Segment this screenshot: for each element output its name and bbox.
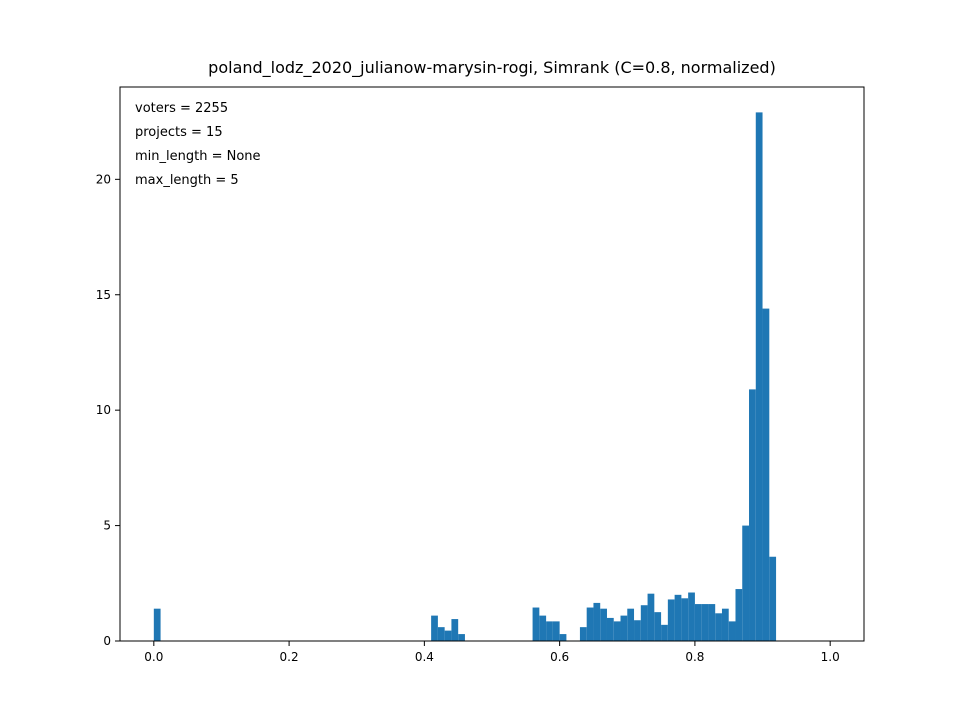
histogram-bar bbox=[437, 627, 445, 641]
histogram-bar bbox=[715, 613, 722, 641]
x-tick-label: 0.0 bbox=[144, 650, 163, 664]
x-tick-label: 0.2 bbox=[280, 650, 299, 664]
histogram-bar bbox=[681, 598, 689, 641]
histogram-bar bbox=[627, 608, 635, 641]
histogram-bar bbox=[735, 589, 743, 641]
histogram-bar bbox=[458, 634, 465, 641]
histogram-bar bbox=[613, 621, 621, 641]
histogram-bar bbox=[153, 608, 161, 641]
histogram-bar bbox=[762, 308, 770, 641]
histogram-bar bbox=[586, 607, 594, 641]
histogram-bar bbox=[532, 607, 540, 641]
histogram-bar bbox=[640, 605, 648, 641]
histogram-bar bbox=[559, 634, 567, 641]
histogram-bar bbox=[721, 608, 729, 641]
histogram-bar bbox=[701, 604, 709, 641]
y-tick-label: 5 bbox=[103, 519, 111, 533]
y-tick-label: 0 bbox=[103, 634, 111, 648]
histogram-bar bbox=[667, 599, 675, 641]
histogram-bar bbox=[661, 624, 668, 641]
histogram-bar bbox=[593, 602, 601, 641]
histogram-bar bbox=[654, 612, 662, 641]
histogram-bar bbox=[742, 525, 750, 641]
histogram-bar bbox=[749, 389, 756, 641]
histogram-bar bbox=[444, 630, 452, 641]
chart-title: poland_lodz_2020_julianow-marysin-rogi, … bbox=[208, 58, 776, 78]
annotation-line: min_length = None bbox=[135, 149, 261, 164]
x-tick-label: 0.6 bbox=[550, 650, 569, 664]
annotation-line: max_length = 5 bbox=[135, 173, 239, 188]
y-tick-label: 10 bbox=[96, 403, 111, 417]
histogram-bar bbox=[634, 620, 641, 641]
bars-group bbox=[153, 112, 777, 641]
y-tick-label: 15 bbox=[96, 288, 111, 302]
histogram-bar bbox=[708, 604, 716, 641]
histogram-bar bbox=[755, 112, 763, 641]
histogram-bar bbox=[606, 617, 614, 641]
plot-frame bbox=[119, 86, 865, 642]
annotation-line: projects = 15 bbox=[135, 125, 223, 140]
histogram-bar bbox=[647, 593, 655, 641]
histogram-bar bbox=[546, 621, 553, 641]
y-axis: 0 5 10 15 20 bbox=[96, 172, 120, 648]
x-tick-label: 0.4 bbox=[415, 650, 434, 664]
x-tick-label: 0.8 bbox=[685, 650, 704, 664]
histogram-bar bbox=[431, 615, 438, 641]
histogram-bar bbox=[728, 621, 736, 641]
histogram-bar bbox=[674, 594, 682, 641]
annotation-box: voters = 2255 projects = 15 min_length = N… bbox=[135, 101, 261, 188]
histogram-bar bbox=[579, 627, 587, 641]
histogram-bar bbox=[539, 615, 547, 641]
x-tick-label: 1.0 bbox=[821, 650, 840, 664]
histogram-bar bbox=[688, 592, 695, 641]
histogram-bar bbox=[769, 556, 777, 641]
histogram-bar bbox=[694, 604, 702, 641]
histogram-bar bbox=[600, 608, 607, 641]
histogram-bar bbox=[620, 615, 628, 641]
histogram-bar bbox=[451, 619, 459, 641]
annotation-line: voters = 2255 bbox=[135, 101, 228, 116]
y-tick-label: 20 bbox=[96, 172, 111, 186]
x-axis: 0.0 0.2 0.4 0.6 0.8 1.0 bbox=[144, 641, 840, 664]
histogram-bar bbox=[552, 621, 560, 641]
